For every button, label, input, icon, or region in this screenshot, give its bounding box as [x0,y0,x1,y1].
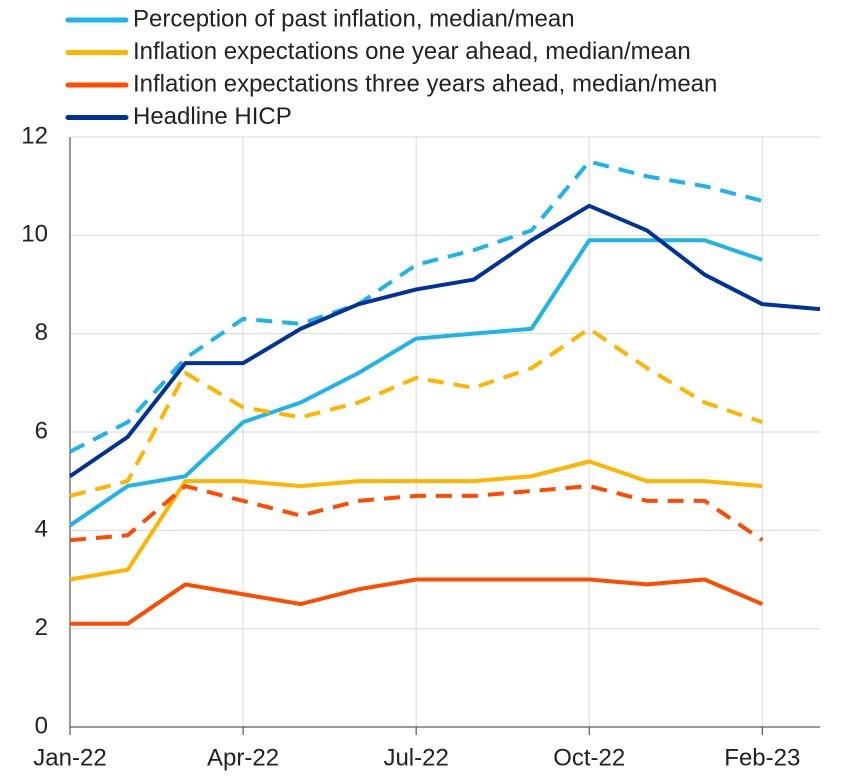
median-line [68,238,763,528]
median-line [70,577,764,626]
median-line [69,459,763,582]
x-tick-label: Apr-22 [207,744,279,771]
mean-line [69,484,764,543]
y-tick-label: 12 [21,122,48,149]
mean-line [69,326,763,498]
x-tick-label: Jan-22 [33,744,106,771]
y-tick-label: 6 [35,417,48,444]
mean-line [69,159,763,454]
y-tick-label: 0 [35,712,48,739]
y-tick-label: 2 [35,614,48,641]
x-tick-label: Oct-22 [553,744,625,771]
x-tick-label: Feb-23 [724,744,800,771]
x-tick-label: Jul-22 [383,744,448,771]
legend-label: Perception of past inflation, median/mea… [133,5,575,32]
y-tick-label: 8 [35,319,48,346]
legend-label: Headline HICP [133,103,292,130]
y-tick-label: 10 [21,221,48,248]
legend-label: Inflation expectations one year ahead, m… [133,38,691,65]
y-tick-label: 4 [35,516,48,543]
median-line [68,203,821,478]
legend-label: Inflation expectations three years ahead… [133,70,717,97]
